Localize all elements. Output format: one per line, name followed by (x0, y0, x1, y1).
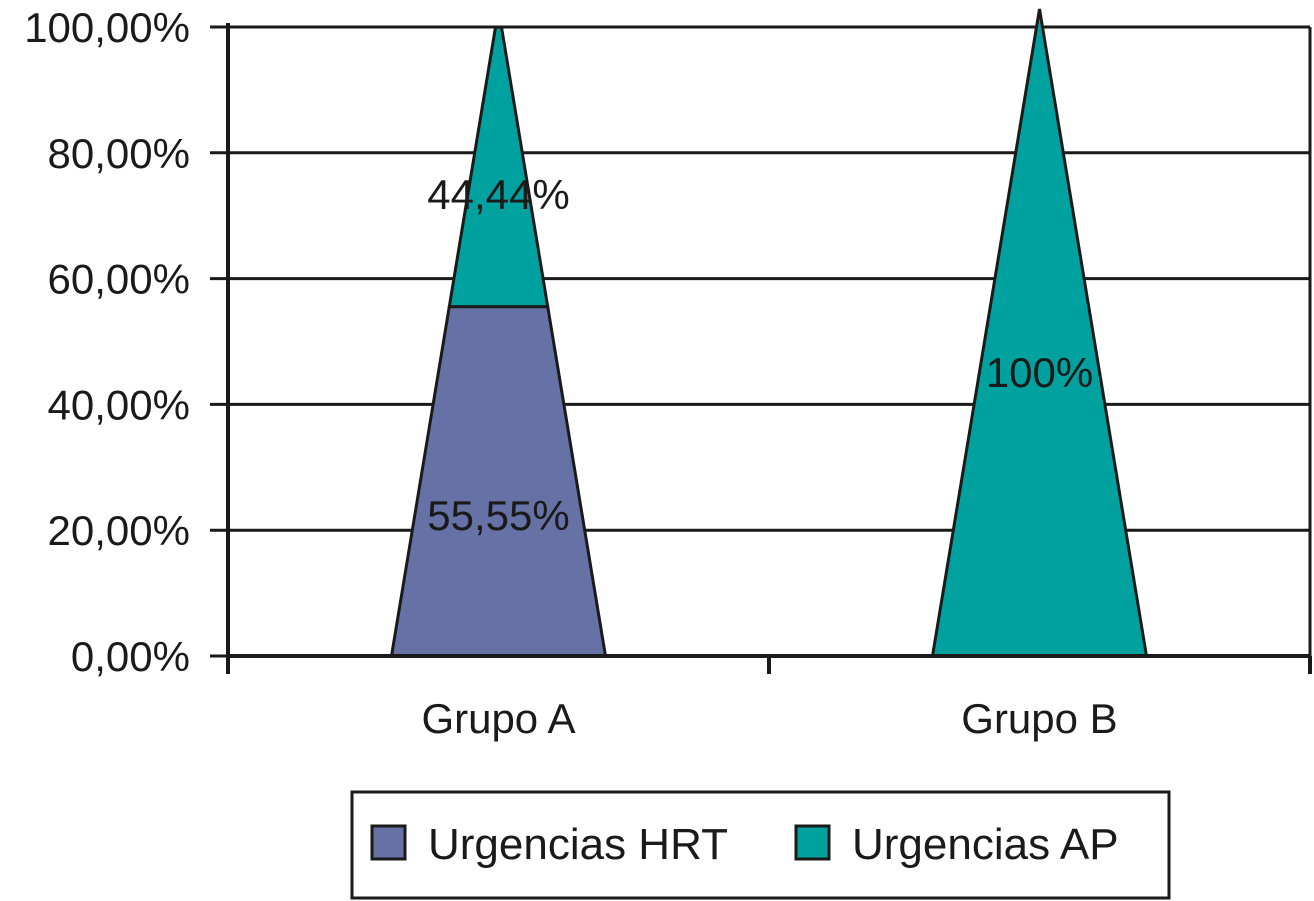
y-tick-label: 0,00% (71, 633, 190, 680)
y-tick-label: 40,00% (48, 381, 190, 428)
y-tick-label: 80,00% (48, 130, 190, 177)
y-tick-label: 20,00% (48, 507, 190, 554)
legend-swatch (370, 824, 407, 861)
data-label: 44,44% (427, 171, 569, 218)
data-label: 100% (986, 349, 1093, 396)
pyramid-segment (930, 8, 1149, 658)
x-axis-category-label: Grupo A (421, 695, 575, 742)
y-axis-ticks: 0,00% 20,00% 40,00% 60,00% 80,00% 100,00% (24, 4, 228, 680)
data-label: 55,55% (427, 492, 569, 539)
axes (226, 23, 1312, 674)
gridlines (228, 25, 1310, 658)
pyramid-segment (389, 305, 608, 658)
legend-box (350, 790, 1171, 900)
y-tick-label: 60,00% (48, 256, 190, 303)
x-axis-category-label: Grupo B (961, 695, 1117, 742)
y-tick-label: 100,00% (24, 4, 190, 51)
legend-label: Urgencias AP (852, 820, 1119, 869)
legend-label: Urgencias HRT (428, 820, 728, 869)
data-marks (389, 8, 1149, 658)
data-labels: 55,55% 44,44% 100% (427, 171, 1093, 539)
legend: Urgencias HRT Urgencias AP (350, 790, 1171, 900)
legend-swatch (794, 824, 831, 861)
x-axis-labels: Grupo A Grupo B (421, 695, 1117, 742)
pyramid-segment (447, 25, 550, 309)
